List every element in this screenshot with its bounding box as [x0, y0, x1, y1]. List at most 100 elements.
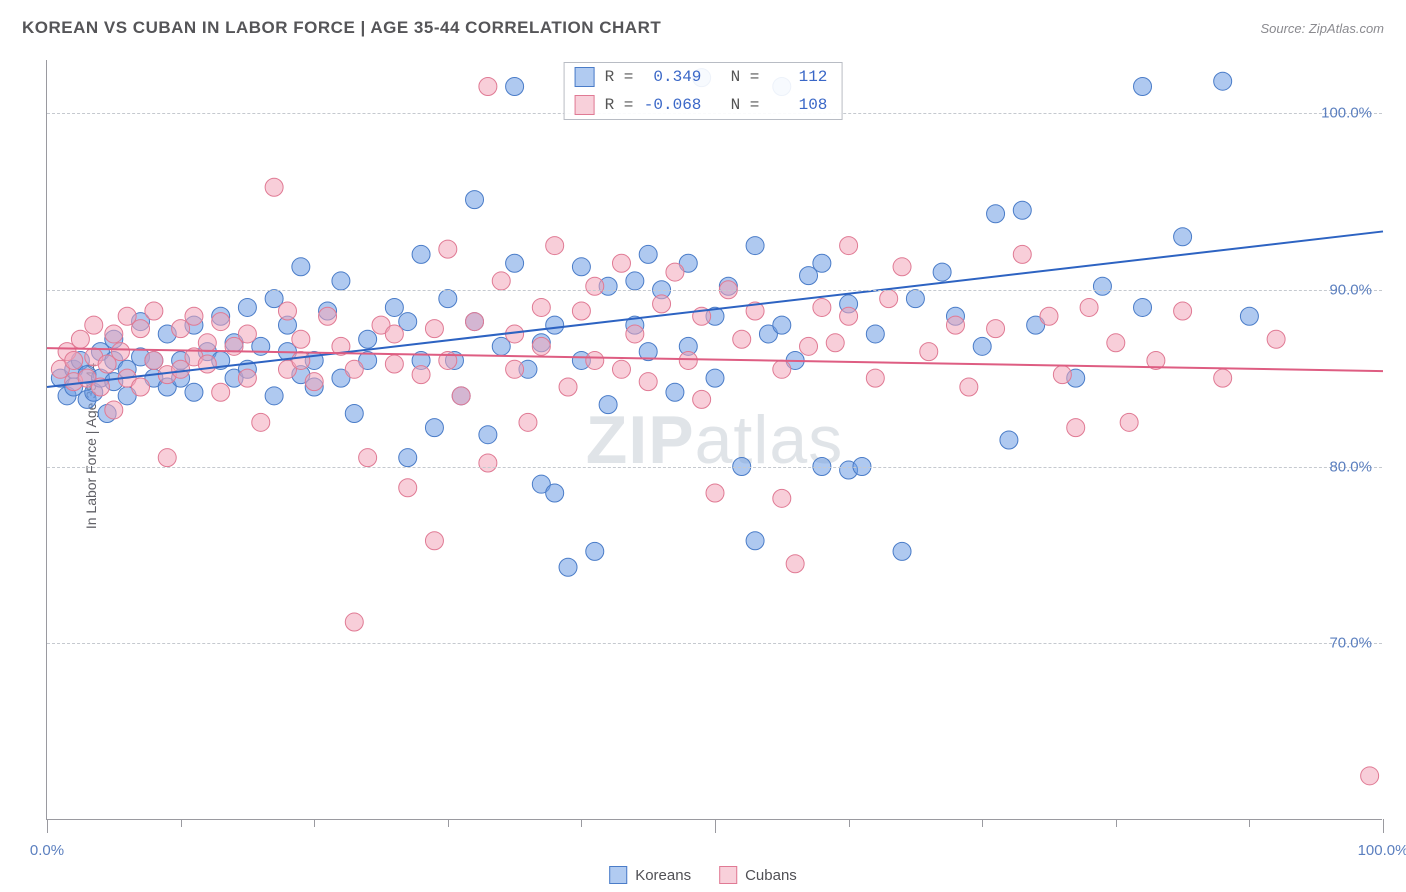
scatter-point — [145, 351, 163, 369]
scatter-point — [653, 295, 671, 313]
scatter-point — [1080, 298, 1098, 316]
scatter-point — [973, 337, 991, 355]
scatter-point — [1107, 334, 1125, 352]
scatter-point — [292, 330, 310, 348]
scatter-point — [1013, 201, 1031, 219]
scatter-point — [706, 484, 724, 502]
scatter-point — [773, 489, 791, 507]
scatter-point — [1214, 72, 1232, 90]
scatter-point — [65, 351, 83, 369]
scatter-point — [1134, 298, 1152, 316]
scatter-point — [425, 419, 443, 437]
legend-swatch — [609, 866, 627, 884]
y-tick-label: 70.0% — [1329, 635, 1372, 652]
scatter-point — [519, 413, 537, 431]
scatter-point — [1240, 307, 1258, 325]
scatter-point — [639, 245, 657, 263]
scatter-point — [532, 337, 550, 355]
gridline — [47, 643, 1382, 644]
legend-swatch — [719, 866, 737, 884]
stat-n-value: 112 — [769, 68, 827, 86]
x-tick — [1383, 819, 1384, 833]
scatter-point — [85, 316, 103, 334]
x-tick — [715, 819, 716, 833]
legend-label: Koreans — [635, 867, 691, 884]
scatter-point — [946, 316, 964, 334]
scatter-point — [439, 290, 457, 308]
legend-swatch — [575, 67, 595, 87]
scatter-point — [345, 613, 363, 631]
scatter-point — [639, 373, 657, 391]
scatter-point — [359, 330, 377, 348]
x-tick — [1249, 819, 1250, 827]
scatter-point — [532, 298, 550, 316]
scatter-point — [1214, 369, 1232, 387]
y-tick-label: 80.0% — [1329, 458, 1372, 475]
scatter-point — [345, 404, 363, 422]
scatter-point — [626, 272, 644, 290]
scatter-point — [238, 369, 256, 387]
chart-plot-area: ZIPatlas 70.0%80.0%90.0%100.0%0.0%100.0% — [46, 60, 1382, 820]
scatter-point — [626, 325, 644, 343]
scatter-point — [599, 396, 617, 414]
scatter-point — [572, 258, 590, 276]
scatter-point — [1093, 277, 1111, 295]
scatter-point — [880, 290, 898, 308]
scatter-point — [71, 330, 89, 348]
scatter-point — [1000, 431, 1018, 449]
y-tick-label: 90.0% — [1329, 281, 1372, 298]
scatter-point — [933, 263, 951, 281]
scatter-point — [506, 360, 524, 378]
scatter-point — [399, 449, 417, 467]
scatter-point — [412, 245, 430, 263]
scatter-point — [666, 383, 684, 401]
scatter-point — [1120, 413, 1138, 431]
scatter-point — [452, 387, 470, 405]
scatter-point — [679, 351, 697, 369]
scatter-point — [813, 254, 831, 272]
scatter-point — [479, 454, 497, 472]
x-tick — [47, 819, 48, 833]
scatter-point — [212, 313, 230, 331]
scatter-point — [466, 313, 484, 331]
stat-n-label: N = — [711, 96, 759, 114]
scatter-point — [292, 351, 310, 369]
scatter-point — [132, 378, 150, 396]
scatter-point — [1013, 245, 1031, 263]
scatter-point — [319, 307, 337, 325]
scatter-point — [586, 542, 604, 560]
scatter-point — [1040, 307, 1058, 325]
scatter-point — [385, 355, 403, 373]
scatter-point — [185, 307, 203, 325]
scatter-point — [111, 343, 129, 361]
scatter-point — [105, 401, 123, 419]
chart-source: Source: ZipAtlas.com — [1260, 21, 1384, 36]
scatter-point — [439, 240, 457, 258]
scatter-point — [693, 390, 711, 408]
chart-title: KOREAN VS CUBAN IN LABOR FORCE | AGE 35-… — [22, 18, 661, 38]
legend-item: Cubans — [719, 866, 797, 884]
scatter-point — [238, 298, 256, 316]
stat-r-label: R = — [605, 96, 634, 114]
x-tick — [849, 819, 850, 827]
scatter-point — [786, 555, 804, 573]
scatter-point — [198, 355, 216, 373]
scatter-point — [1174, 302, 1192, 320]
scatter-point — [1361, 767, 1379, 785]
scatter-point — [425, 320, 443, 338]
scatter-point — [1174, 228, 1192, 246]
scatter-point — [773, 360, 791, 378]
legend-stat-row: R =-0.068 N =108 — [565, 91, 842, 119]
chart-svg — [47, 60, 1382, 819]
scatter-point — [412, 366, 430, 384]
scatter-point — [866, 325, 884, 343]
scatter-point — [586, 277, 604, 295]
correlation-legend: R =0.349 N =112R =-0.068 N =108 — [564, 62, 843, 120]
scatter-point — [559, 378, 577, 396]
scatter-point — [185, 383, 203, 401]
scatter-point — [826, 334, 844, 352]
scatter-point — [132, 320, 150, 338]
scatter-point — [586, 351, 604, 369]
scatter-point — [278, 302, 296, 320]
scatter-point — [813, 298, 831, 316]
